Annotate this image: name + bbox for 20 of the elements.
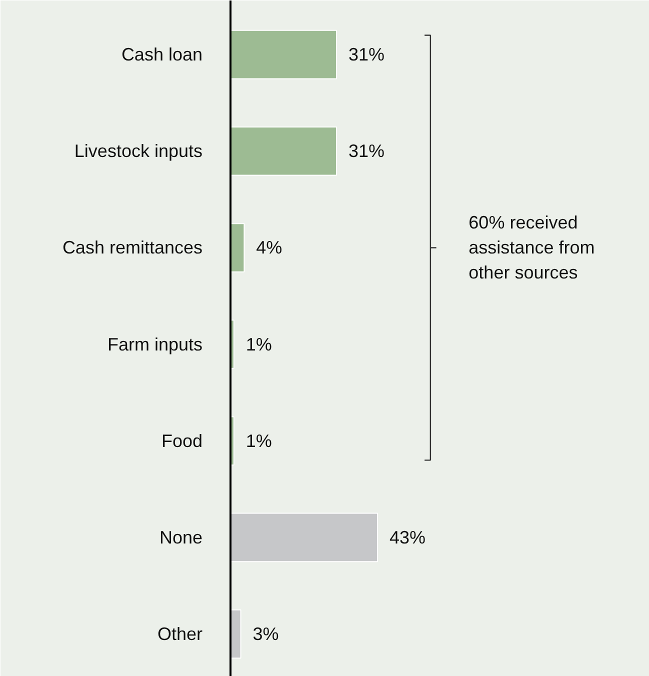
data-label: 43% [390,527,426,548]
bar [230,126,337,176]
y-tick-label: Cash loan [121,44,203,65]
bar [230,609,242,659]
bar [230,30,337,80]
y-tick-label: Other [157,624,203,644]
y-tick-label: Food [161,430,203,451]
data-label: 1% [246,430,272,451]
data-label: 31% [348,141,385,162]
text: 60% received assistance from other sources [468,212,595,283]
bar [230,223,245,272]
y-tick-label: Farm inputs [107,334,203,354]
data-label: 31% [348,44,385,65]
data-label: 1% [246,334,272,354]
y-tick-label: Cash remittances [62,238,203,258]
data-label: 4% [256,238,282,258]
y-tick-label: None [159,527,202,548]
y-tick-label: Livestock inputs [74,141,203,162]
data-label: 3% [252,624,279,644]
bar [230,512,378,562]
